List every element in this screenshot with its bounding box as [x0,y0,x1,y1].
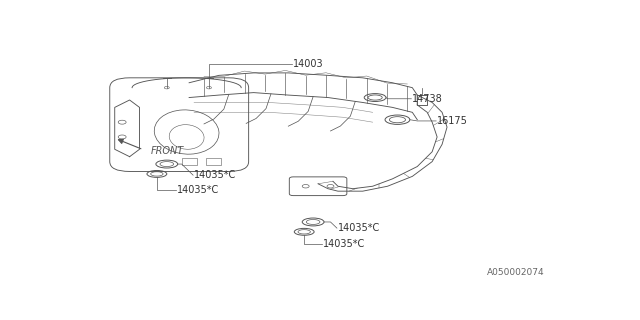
Text: 14035*C: 14035*C [338,223,380,233]
Text: FRONT: FRONT [151,146,184,156]
Text: A050002074: A050002074 [486,268,545,277]
Text: 14035*C: 14035*C [323,239,365,249]
Circle shape [302,185,309,188]
Text: 14738: 14738 [412,94,443,104]
Circle shape [118,135,126,139]
Text: 14035*C: 14035*C [177,185,219,195]
Circle shape [164,86,169,89]
FancyBboxPatch shape [110,78,249,172]
Bar [207,158,221,165]
Text: 14035*C: 14035*C [194,170,236,180]
Bar [182,158,196,165]
Circle shape [207,86,211,89]
Circle shape [118,120,126,124]
Text: 14003: 14003 [293,59,324,69]
FancyBboxPatch shape [289,177,347,196]
Circle shape [327,185,334,188]
Text: 16175: 16175 [437,116,468,126]
